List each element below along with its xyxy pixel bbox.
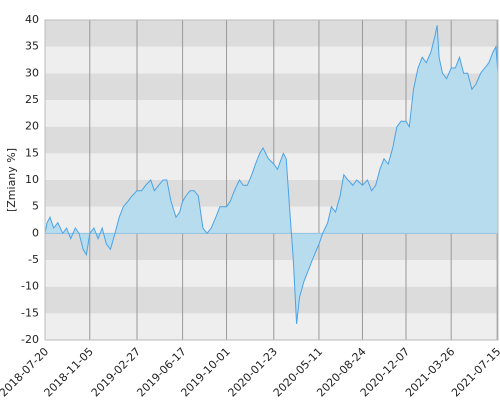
- band: [45, 313, 498, 340]
- area: [45, 25, 498, 325]
- plot-border: [44, 19, 499, 341]
- y-tick-label: 5: [32, 200, 39, 213]
- band: [45, 20, 498, 47]
- band: [45, 233, 498, 260]
- y-axis-label: [Zmiany %]: [5, 148, 18, 212]
- y-tick-label: 40: [25, 13, 39, 26]
- y-tick-label: 10: [25, 173, 39, 186]
- y-tick-label: -20: [21, 333, 39, 346]
- y-tick-label: 20: [25, 120, 39, 133]
- line: [44, 25, 499, 325]
- band: [45, 260, 498, 287]
- y-tick-label: -10: [21, 280, 39, 293]
- y-tick-label: -15: [21, 306, 39, 319]
- band: [45, 286, 498, 314]
- y-tick-label: -5: [28, 253, 39, 266]
- y-tick-label: 0: [32, 226, 39, 239]
- y-tick-label: 15: [25, 146, 39, 159]
- y-tick-label: 25: [25, 93, 39, 106]
- y-tick-label: 30: [25, 66, 39, 79]
- y-tick-label: 35: [25, 40, 39, 53]
- x-tick-label: 2021-07-15: [449, 345, 500, 399]
